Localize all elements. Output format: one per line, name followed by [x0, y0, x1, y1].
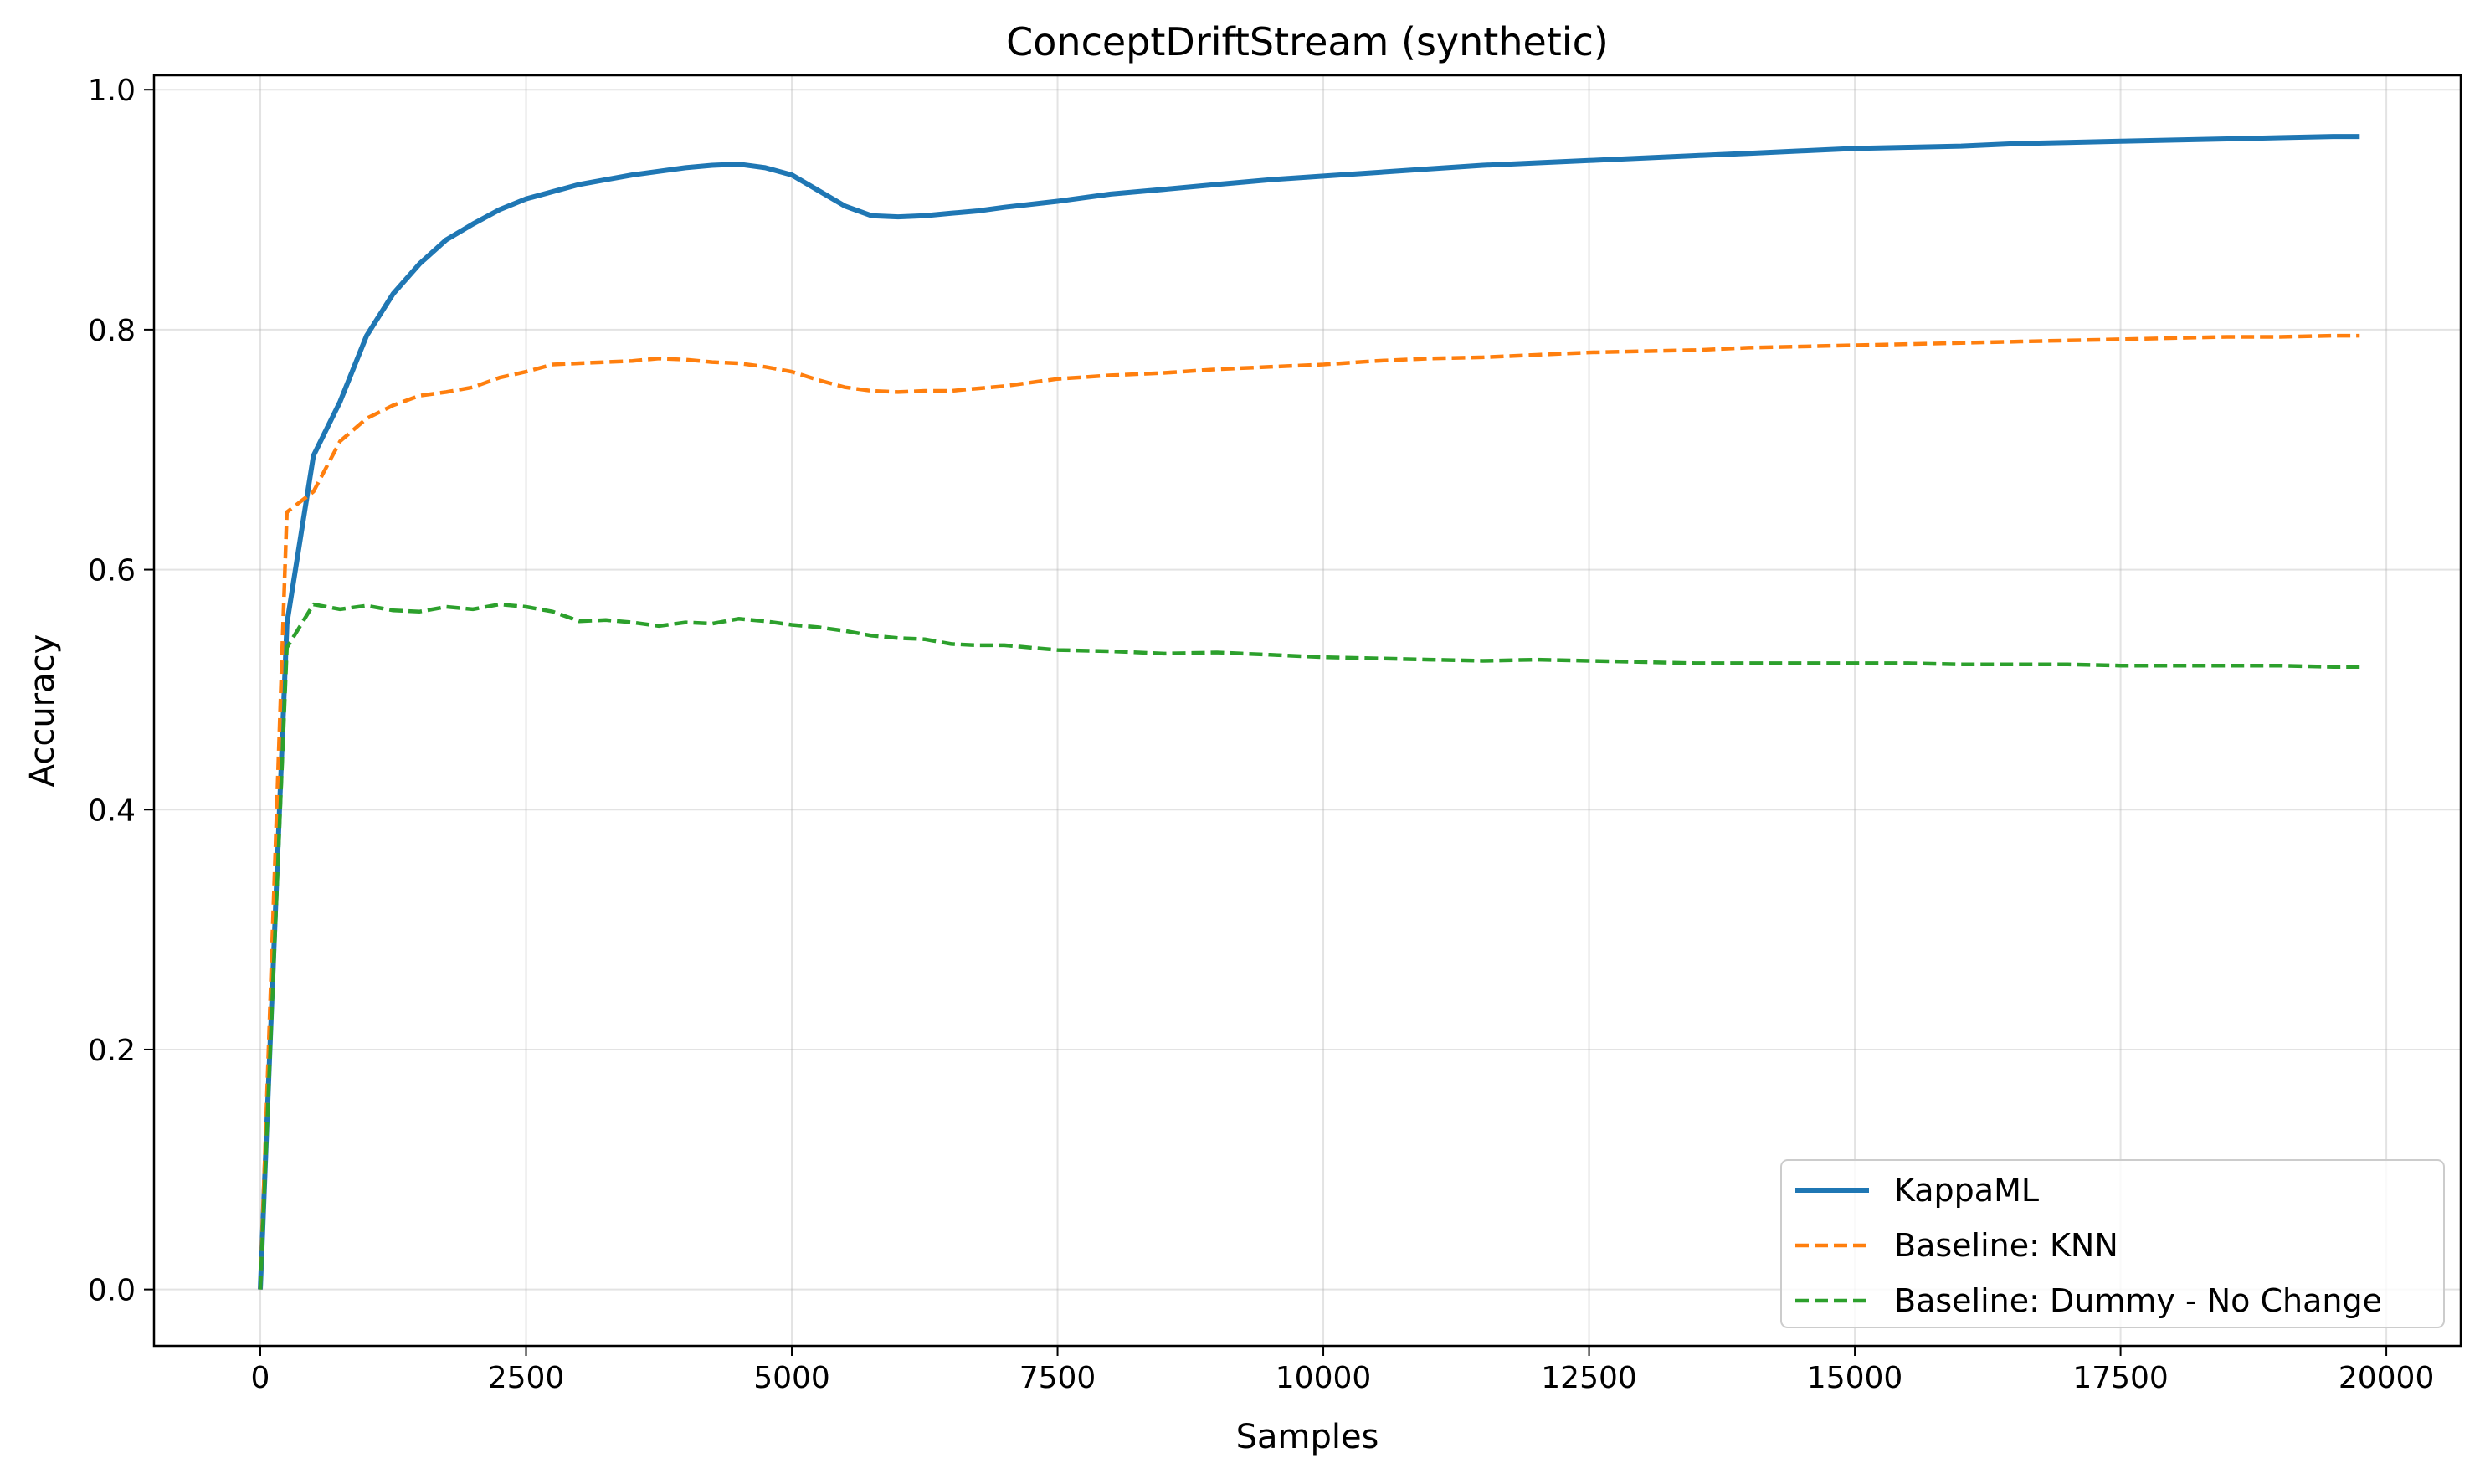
series-line-kappaml — [258, 134, 2360, 1290]
y-tick-label: 0.8 — [88, 314, 136, 348]
axis-ticks: 0 2500 5000 7500 10000 12500 15000 17500 20000 0.… — [88, 74, 2435, 1395]
x-tick-label: 12500 — [1541, 1361, 1637, 1395]
y-tick-label: 0.0 — [88, 1274, 136, 1308]
y-tick-label: 0.6 — [88, 554, 136, 588]
y-tick-label: 0.2 — [88, 1034, 136, 1068]
series-line-baseline-dummy-no-change — [258, 602, 2360, 1290]
y-axis-label: Accuracy — [23, 634, 62, 788]
x-axis-label: Samples — [1236, 1418, 1379, 1456]
y-tick-label: 1.0 — [88, 74, 136, 108]
plot-area-frame — [152, 74, 2462, 1348]
legend: KappaML Baseline: KNN Baseline: Dummy - No… — [1780, 1159, 2445, 1328]
x-tick-label: 0 — [251, 1361, 270, 1395]
legend-label-baseline-knn: Baseline: KNN — [1894, 1227, 2118, 1264]
legend-label-baseline-dummy-no-change: Baseline: Dummy - No Change — [1894, 1282, 2382, 1319]
series-line-baseline-knn — [258, 333, 2360, 1290]
x-tick-label: 10000 — [1276, 1361, 1372, 1395]
x-tick-label: 2500 — [488, 1361, 565, 1395]
chart-title: ConceptDriftStream (synthetic) — [1006, 19, 1609, 64]
x-tick-label: 17500 — [2072, 1361, 2169, 1395]
series-lines — [258, 134, 2360, 1290]
y-tick-label: 0.4 — [88, 793, 136, 828]
legend-label-kappaml: KappaML — [1894, 1172, 2039, 1209]
legend-box — [1780, 1159, 2445, 1328]
x-tick-label: 15000 — [1807, 1361, 1903, 1395]
x-tick-label: 7500 — [1019, 1361, 1096, 1395]
x-tick-label: 5000 — [753, 1361, 830, 1395]
x-tick-label: 20000 — [2339, 1361, 2435, 1395]
